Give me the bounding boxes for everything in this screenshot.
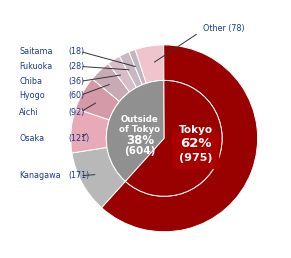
- Text: of Tokyo: of Tokyo: [119, 125, 160, 134]
- Text: (18): (18): [68, 47, 84, 56]
- Text: Outside: Outside: [121, 115, 159, 124]
- Text: (121): (121): [68, 134, 89, 143]
- Text: Other (78): Other (78): [203, 23, 245, 33]
- Text: Chiba: Chiba: [19, 77, 42, 86]
- Text: Saitama: Saitama: [19, 47, 53, 56]
- Wedge shape: [108, 56, 136, 92]
- Text: (604): (604): [124, 146, 155, 156]
- Wedge shape: [135, 45, 164, 83]
- Text: 62%: 62%: [180, 138, 212, 150]
- Wedge shape: [72, 147, 125, 208]
- Text: (28): (28): [68, 62, 84, 71]
- Text: Kanagawa: Kanagawa: [19, 171, 61, 180]
- Text: Osaka: Osaka: [19, 134, 45, 143]
- Text: (60): (60): [68, 91, 84, 100]
- Wedge shape: [92, 63, 129, 101]
- Text: Aichi: Aichi: [19, 108, 39, 117]
- Text: (171): (171): [68, 171, 89, 180]
- Text: (975): (975): [179, 153, 213, 163]
- Wedge shape: [102, 45, 258, 232]
- FancyBboxPatch shape: [173, 132, 219, 169]
- Wedge shape: [106, 80, 164, 181]
- Wedge shape: [129, 50, 146, 85]
- Text: Hyogo: Hyogo: [19, 91, 45, 100]
- Wedge shape: [125, 80, 222, 196]
- Text: (92): (92): [68, 108, 84, 117]
- Text: (36): (36): [68, 77, 84, 86]
- Text: 38%: 38%: [126, 134, 154, 147]
- Text: Tokyo: Tokyo: [179, 125, 213, 135]
- Wedge shape: [76, 79, 120, 120]
- Wedge shape: [120, 52, 142, 87]
- Wedge shape: [71, 109, 109, 153]
- Text: Fukuoka: Fukuoka: [19, 62, 53, 71]
